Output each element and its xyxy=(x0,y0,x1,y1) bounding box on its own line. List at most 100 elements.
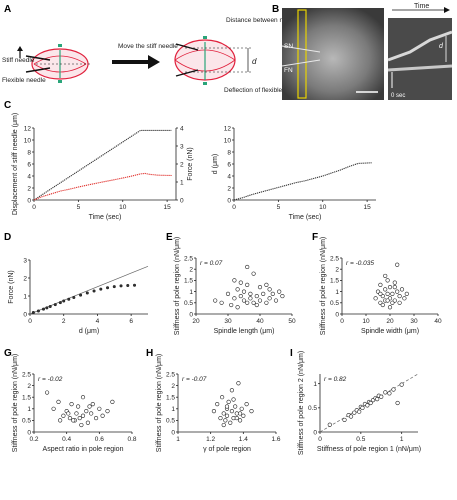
c-right-y-tick-label: 6 xyxy=(227,161,231,168)
d-x-tick-label: 2 xyxy=(62,318,66,325)
d-y-axis-label: Force (nN) xyxy=(8,270,15,303)
c-left-y-right-tick-label: 1 xyxy=(180,179,184,186)
c-left-y-tick-label: 6 xyxy=(27,161,31,168)
f-data-point xyxy=(385,278,390,283)
h-data-point xyxy=(223,418,228,423)
d-data-point xyxy=(62,299,66,303)
g-y-tick-label: 2.5 xyxy=(22,371,31,378)
i-data-point xyxy=(365,403,370,408)
f-data-point xyxy=(378,291,383,296)
e-data-point xyxy=(229,302,234,308)
e-data-point xyxy=(241,289,247,294)
e-data-point xyxy=(251,271,256,276)
d-data-point xyxy=(72,295,76,299)
i-x-tick-label: 1 xyxy=(400,436,404,443)
h-data-point xyxy=(229,388,234,393)
h-y-tick-label: 2 xyxy=(171,383,175,390)
f-y-axis-label: Stiffness of pole region (nN/μm) xyxy=(320,237,327,335)
g-data-point xyxy=(66,411,71,416)
panel-label-f: F xyxy=(312,232,318,243)
sn-label: SN xyxy=(284,43,293,50)
h-y-tick-label: 1 xyxy=(171,406,175,413)
h-data-point xyxy=(236,381,241,386)
f-data-point xyxy=(392,285,397,290)
d-data-point xyxy=(58,301,62,305)
panel-b: B SN FN Time d 0 sec xyxy=(272,3,453,100)
g-x-axis-label: Aspect ratio in pole region xyxy=(43,446,124,453)
e-x-tick-label: 40 xyxy=(256,318,264,325)
e-data-point xyxy=(267,296,272,301)
h-data-point xyxy=(241,413,246,418)
f-y-tick-label: 0.5 xyxy=(330,300,339,307)
f-x-tick-label: 40 xyxy=(434,318,442,325)
i-data-point xyxy=(352,410,357,415)
c-right-x-tick-label: 15 xyxy=(364,204,372,211)
g-data-point xyxy=(67,415,73,421)
e-data-point xyxy=(270,291,275,296)
i-y-tick-label: 0 xyxy=(313,429,317,436)
d-y-tick-label: 3 xyxy=(23,257,27,264)
e-y-tick-label: 0.5 xyxy=(184,300,193,307)
i-data-point xyxy=(395,400,400,406)
d-data-point xyxy=(85,291,89,295)
g-data-point xyxy=(97,406,102,411)
e-data-point xyxy=(245,300,250,305)
e-data-point xyxy=(254,302,259,308)
e-x-tick-label: 50 xyxy=(288,318,296,325)
c-right-y-tick-label: 2 xyxy=(227,185,231,192)
g-data-point xyxy=(110,399,115,404)
c-left-y-tick-label: 4 xyxy=(27,173,31,180)
h-data-point xyxy=(211,409,217,414)
left-stiff-needle xyxy=(25,55,51,61)
d-data-point xyxy=(53,303,57,307)
f-data-point xyxy=(402,296,407,301)
h-x-tick-label: 1.6 xyxy=(271,436,280,443)
d-data-point xyxy=(36,309,40,313)
panel-label-e: E xyxy=(166,232,173,243)
g-data-point xyxy=(56,399,61,404)
i-data-point xyxy=(360,405,365,410)
g-data-point xyxy=(80,395,86,400)
c-right-x-tick-label: 10 xyxy=(319,204,327,211)
d-data-point xyxy=(45,306,49,310)
e-data-point xyxy=(241,298,247,303)
i-data-point xyxy=(387,391,392,396)
g-data-point xyxy=(69,402,74,407)
i-data-point xyxy=(327,422,332,427)
d-data-point xyxy=(133,283,137,287)
c-left-y-tick-label: 8 xyxy=(27,149,31,156)
c-left-y-right-tick-label: 4 xyxy=(180,125,184,132)
d-data-point xyxy=(92,289,96,293)
c-right-x-tick-label: 5 xyxy=(277,204,281,211)
f-y-tick-label: 2 xyxy=(335,267,339,274)
g-y-axis-label: Stiffness of pole region (nN/μm) xyxy=(12,354,19,452)
g-x-tick-label: 0.8 xyxy=(127,436,136,443)
h-data-point xyxy=(231,397,236,402)
g-data-point xyxy=(89,411,94,416)
f-x-tick-label: 30 xyxy=(410,318,418,325)
g-data-point xyxy=(61,413,66,418)
i-data-point xyxy=(368,400,373,406)
f-y-tick-label: 1.5 xyxy=(330,278,339,285)
i-data-point xyxy=(375,397,380,402)
e-data-point xyxy=(235,287,240,292)
g-data-point xyxy=(51,406,56,411)
d-data-point xyxy=(106,286,110,290)
e-data-point xyxy=(235,305,240,310)
e-data-point xyxy=(232,278,237,283)
i-data-point xyxy=(357,409,362,414)
f-x-tick-label: 20 xyxy=(386,318,394,325)
e-data-point xyxy=(232,296,237,301)
f-data-point xyxy=(373,296,378,301)
c-left-y-axis-label-right: Force (nN) xyxy=(187,147,194,180)
e-data-point xyxy=(245,282,250,287)
c-left-y-tick-label: 2 xyxy=(27,185,31,192)
i-x-axis-label: Stiffness of pole region 1 (nN/μm) xyxy=(317,446,421,453)
d-data-point xyxy=(67,297,71,301)
stiff-needle-label: Stiff needle xyxy=(2,57,35,64)
e-data-point xyxy=(277,289,282,294)
right-stiff-needle xyxy=(175,43,199,51)
time-arrow-icon xyxy=(444,7,450,13)
